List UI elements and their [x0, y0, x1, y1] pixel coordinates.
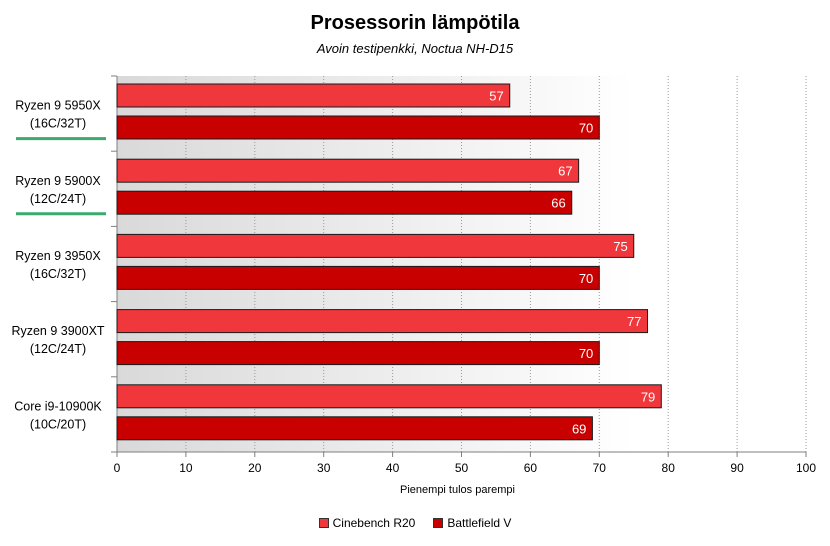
x-tick-label-50: 50: [455, 461, 469, 475]
data-label-battlefield-4: 69: [572, 421, 586, 436]
data-label-battlefield-0: 70: [579, 121, 593, 136]
legend-swatch-battlefield: [433, 518, 444, 528]
data-label-battlefield-2: 70: [579, 271, 593, 286]
category-label-3-spec: (12C/24T): [30, 342, 86, 356]
bar-cinebench-1: [116, 158, 580, 183]
data-label-battlefield-3: 70: [579, 346, 593, 361]
x-tick-label-100: 100: [796, 461, 816, 475]
data-label-cinebench-0: 57: [489, 89, 503, 104]
x-tick-label-0: 0: [114, 461, 121, 475]
legend: Cinebench R20 Battlefield V: [0, 516, 830, 530]
category-label-3-name: Ryzen 9 3900XT: [11, 324, 104, 338]
x-tick-label-80: 80: [662, 461, 676, 475]
x-tick-label-30: 30: [317, 461, 331, 475]
category-label-1-name: Ryzen 9 5900X: [15, 174, 101, 188]
data-label-cinebench-1: 67: [558, 164, 572, 179]
x-tick-label-60: 60: [524, 461, 538, 475]
x-axis-title: Pienempi tulos parempi: [400, 484, 515, 496]
bar-cinebench-3: [116, 309, 649, 334]
category-label-1-spec: (12C/24T): [30, 192, 86, 206]
legend-label-cinebench: Cinebench R20: [332, 516, 416, 530]
bar-battlefield-0: [116, 115, 600, 140]
category-label-4-spec: (10C/20T): [30, 417, 86, 431]
data-label-cinebench-2: 75: [613, 239, 627, 254]
x-tick-label-90: 90: [730, 461, 744, 475]
category-label-0-name: Ryzen 9 5950X: [15, 99, 101, 113]
category-label-4-name: Core i9-10900K: [14, 399, 102, 413]
bar-battlefield-4: [116, 416, 593, 441]
data-label-battlefield-1: 66: [551, 196, 565, 211]
category-label-2-name: Ryzen 9 3950X: [15, 249, 101, 263]
x-tick-label-70: 70: [593, 461, 607, 475]
bar-cinebench-4: [116, 384, 662, 409]
x-tick-label-10: 10: [179, 461, 193, 475]
bar-cinebench-2: [116, 233, 635, 258]
legend-swatch-cinebench: [318, 518, 329, 528]
bar-battlefield-2: [116, 265, 600, 290]
data-label-cinebench-4: 79: [641, 389, 655, 404]
legend-item-cinebench: Cinebench R20: [318, 516, 416, 530]
bar-battlefield-3: [116, 341, 600, 366]
bar-cinebench-0: [116, 83, 511, 108]
x-tick-label-20: 20: [248, 461, 262, 475]
chart-title: Prosessorin lämpötila: [310, 12, 520, 34]
data-label-cinebench-3: 77: [627, 314, 641, 329]
category-label-0-spec: (16C/32T): [30, 117, 86, 131]
legend-label-battlefield: Battlefield V: [447, 516, 512, 530]
legend-item-battlefield: Battlefield V: [433, 516, 511, 530]
bar-battlefield-1: [116, 190, 573, 215]
chart-subtitle: Avoin testipenkki, Noctua NH-D15: [316, 41, 514, 56]
category-label-2-spec: (16C/32T): [30, 267, 86, 281]
x-tick-label-40: 40: [386, 461, 400, 475]
